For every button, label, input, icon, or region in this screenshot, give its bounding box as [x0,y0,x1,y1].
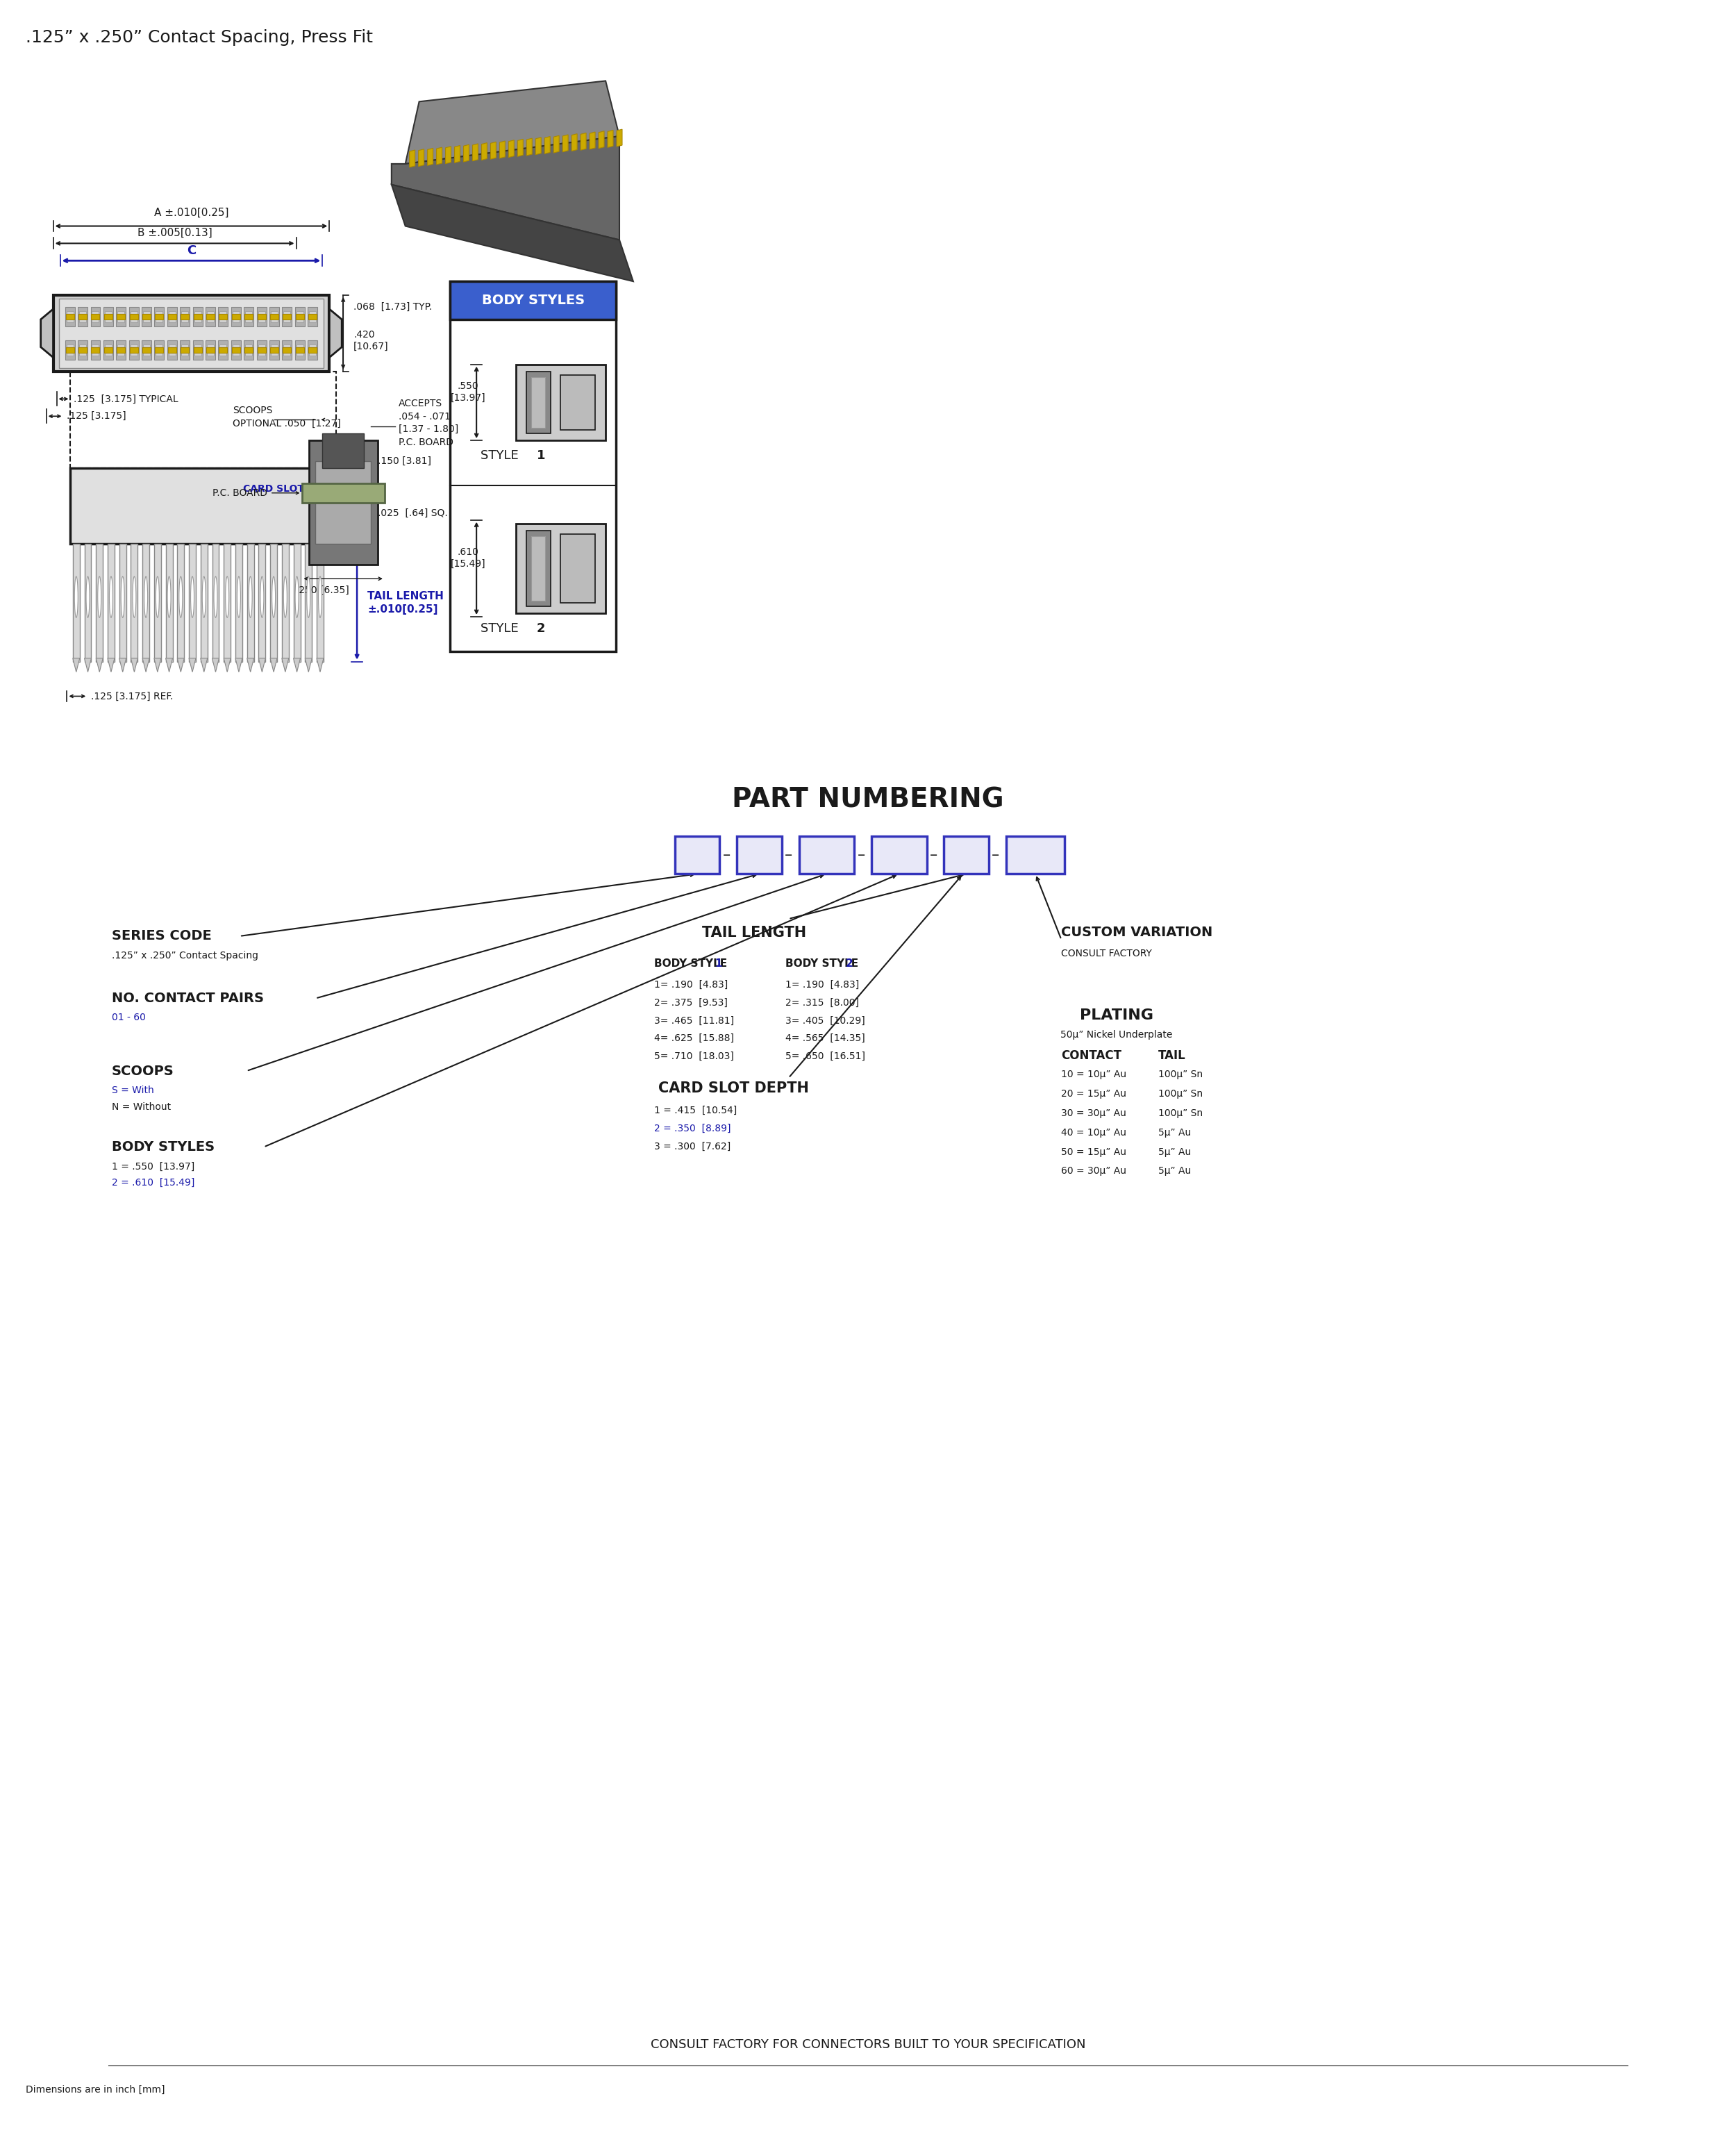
Bar [181,340,189,360]
Ellipse shape [109,577,113,618]
Polygon shape [177,659,184,672]
Bar [297,344,304,355]
Text: 5= .710  [18.03]: 5= .710 [18.03] [654,1051,734,1061]
Bar [269,340,279,360]
Text: ACCEPTS
.054 - .071
[1.37 - 1.80]
P.C. BOARD: ACCEPTS .054 - .071 [1.37 - 1.80] P.C. B… [399,398,458,448]
Bar [104,344,111,355]
Ellipse shape [214,577,217,618]
Polygon shape [224,659,231,672]
Polygon shape [599,131,604,149]
Text: 2: 2 [536,622,545,635]
Bar [531,536,545,601]
Text: 1= .190  [4.83]: 1= .190 [4.83] [785,980,859,990]
Polygon shape [95,659,102,672]
Polygon shape [247,659,253,672]
Text: –: – [991,848,1000,861]
Bar [177,545,184,661]
Bar [155,340,165,360]
Bar [118,310,125,323]
Ellipse shape [156,577,160,618]
Bar [233,314,240,319]
Text: 2= .315  [8.00]: 2= .315 [8.00] [785,997,859,1008]
Bar [307,340,318,360]
Polygon shape [580,133,587,151]
Bar [271,347,278,353]
Polygon shape [500,140,505,159]
Bar [92,347,99,353]
Polygon shape [293,659,300,672]
Text: X X: X X [814,848,838,861]
Text: SCOOPS: SCOOPS [111,1064,174,1076]
Bar [104,347,113,353]
Text: 5μ” Au: 5μ” Au [1158,1167,1191,1176]
Text: SCOOPS
OPTIONAL .050  [1.27]: SCOOPS OPTIONAL .050 [1.27] [233,405,340,428]
Text: .610
[15.49]: .610 [15.49] [451,547,486,568]
Bar [257,347,266,353]
Bar [142,545,149,661]
Bar [309,441,378,564]
Bar [92,344,99,355]
Bar [205,308,215,327]
Polygon shape [616,129,621,146]
Polygon shape [85,659,92,672]
Bar [130,344,137,355]
Text: 1: 1 [536,450,545,463]
Bar [295,308,306,327]
Text: 1 = .415  [10.54]: 1 = .415 [10.54] [654,1104,736,1115]
Bar [257,314,266,319]
Polygon shape [236,659,243,672]
Polygon shape [526,138,533,155]
Bar [167,340,177,360]
Text: BODY STYLES: BODY STYLES [111,1141,215,1154]
Bar [207,344,214,355]
Bar [259,310,266,323]
Bar [257,340,266,360]
Bar [142,314,151,319]
Ellipse shape [144,577,148,618]
Bar [120,545,127,661]
Bar [271,344,278,355]
Bar [194,310,201,323]
Text: 1= .190  [4.83]: 1= .190 [4.83] [654,980,727,990]
Bar [207,314,215,319]
Text: TAIL LENGTH: TAIL LENGTH [701,926,806,939]
Bar [116,340,125,360]
Text: 100μ” Sn: 100μ” Sn [1158,1070,1203,1079]
Bar [168,344,175,355]
Polygon shape [155,659,161,672]
Bar [66,344,73,355]
Ellipse shape [318,577,321,618]
Text: CARD SLOT DEPTH: CARD SLOT DEPTH [658,1081,809,1096]
Polygon shape [472,144,477,161]
Bar [156,310,163,323]
Bar [309,310,316,323]
Polygon shape [545,136,550,153]
Bar [316,545,323,661]
Bar [281,545,288,661]
Ellipse shape [97,577,101,618]
Text: 100μ” Sn: 100μ” Sn [1158,1109,1203,1117]
Bar [182,344,187,355]
Bar [259,545,266,661]
Text: CONTACT: CONTACT [1061,1049,1121,1061]
Bar [450,282,616,319]
Bar [142,340,151,360]
Bar [233,310,240,323]
Text: P.C. BOARD: P.C. BOARD [212,489,267,497]
Text: 01 - 60: 01 - 60 [111,1012,146,1023]
Bar [193,308,203,327]
Bar [283,344,290,355]
Bar [104,314,113,319]
Bar [283,310,290,323]
Bar [181,308,189,327]
Bar [165,545,172,661]
Text: 5μ” Au: 5μ” Au [1158,1128,1191,1137]
Polygon shape [120,659,127,672]
Text: A ±.010[0.25]: A ±.010[0.25] [155,207,229,217]
Text: PART NUMBERING: PART NUMBERING [733,786,1003,814]
Bar [207,347,215,353]
Bar [128,340,139,360]
Bar [309,347,316,353]
Bar [142,308,151,327]
Bar [271,314,278,319]
